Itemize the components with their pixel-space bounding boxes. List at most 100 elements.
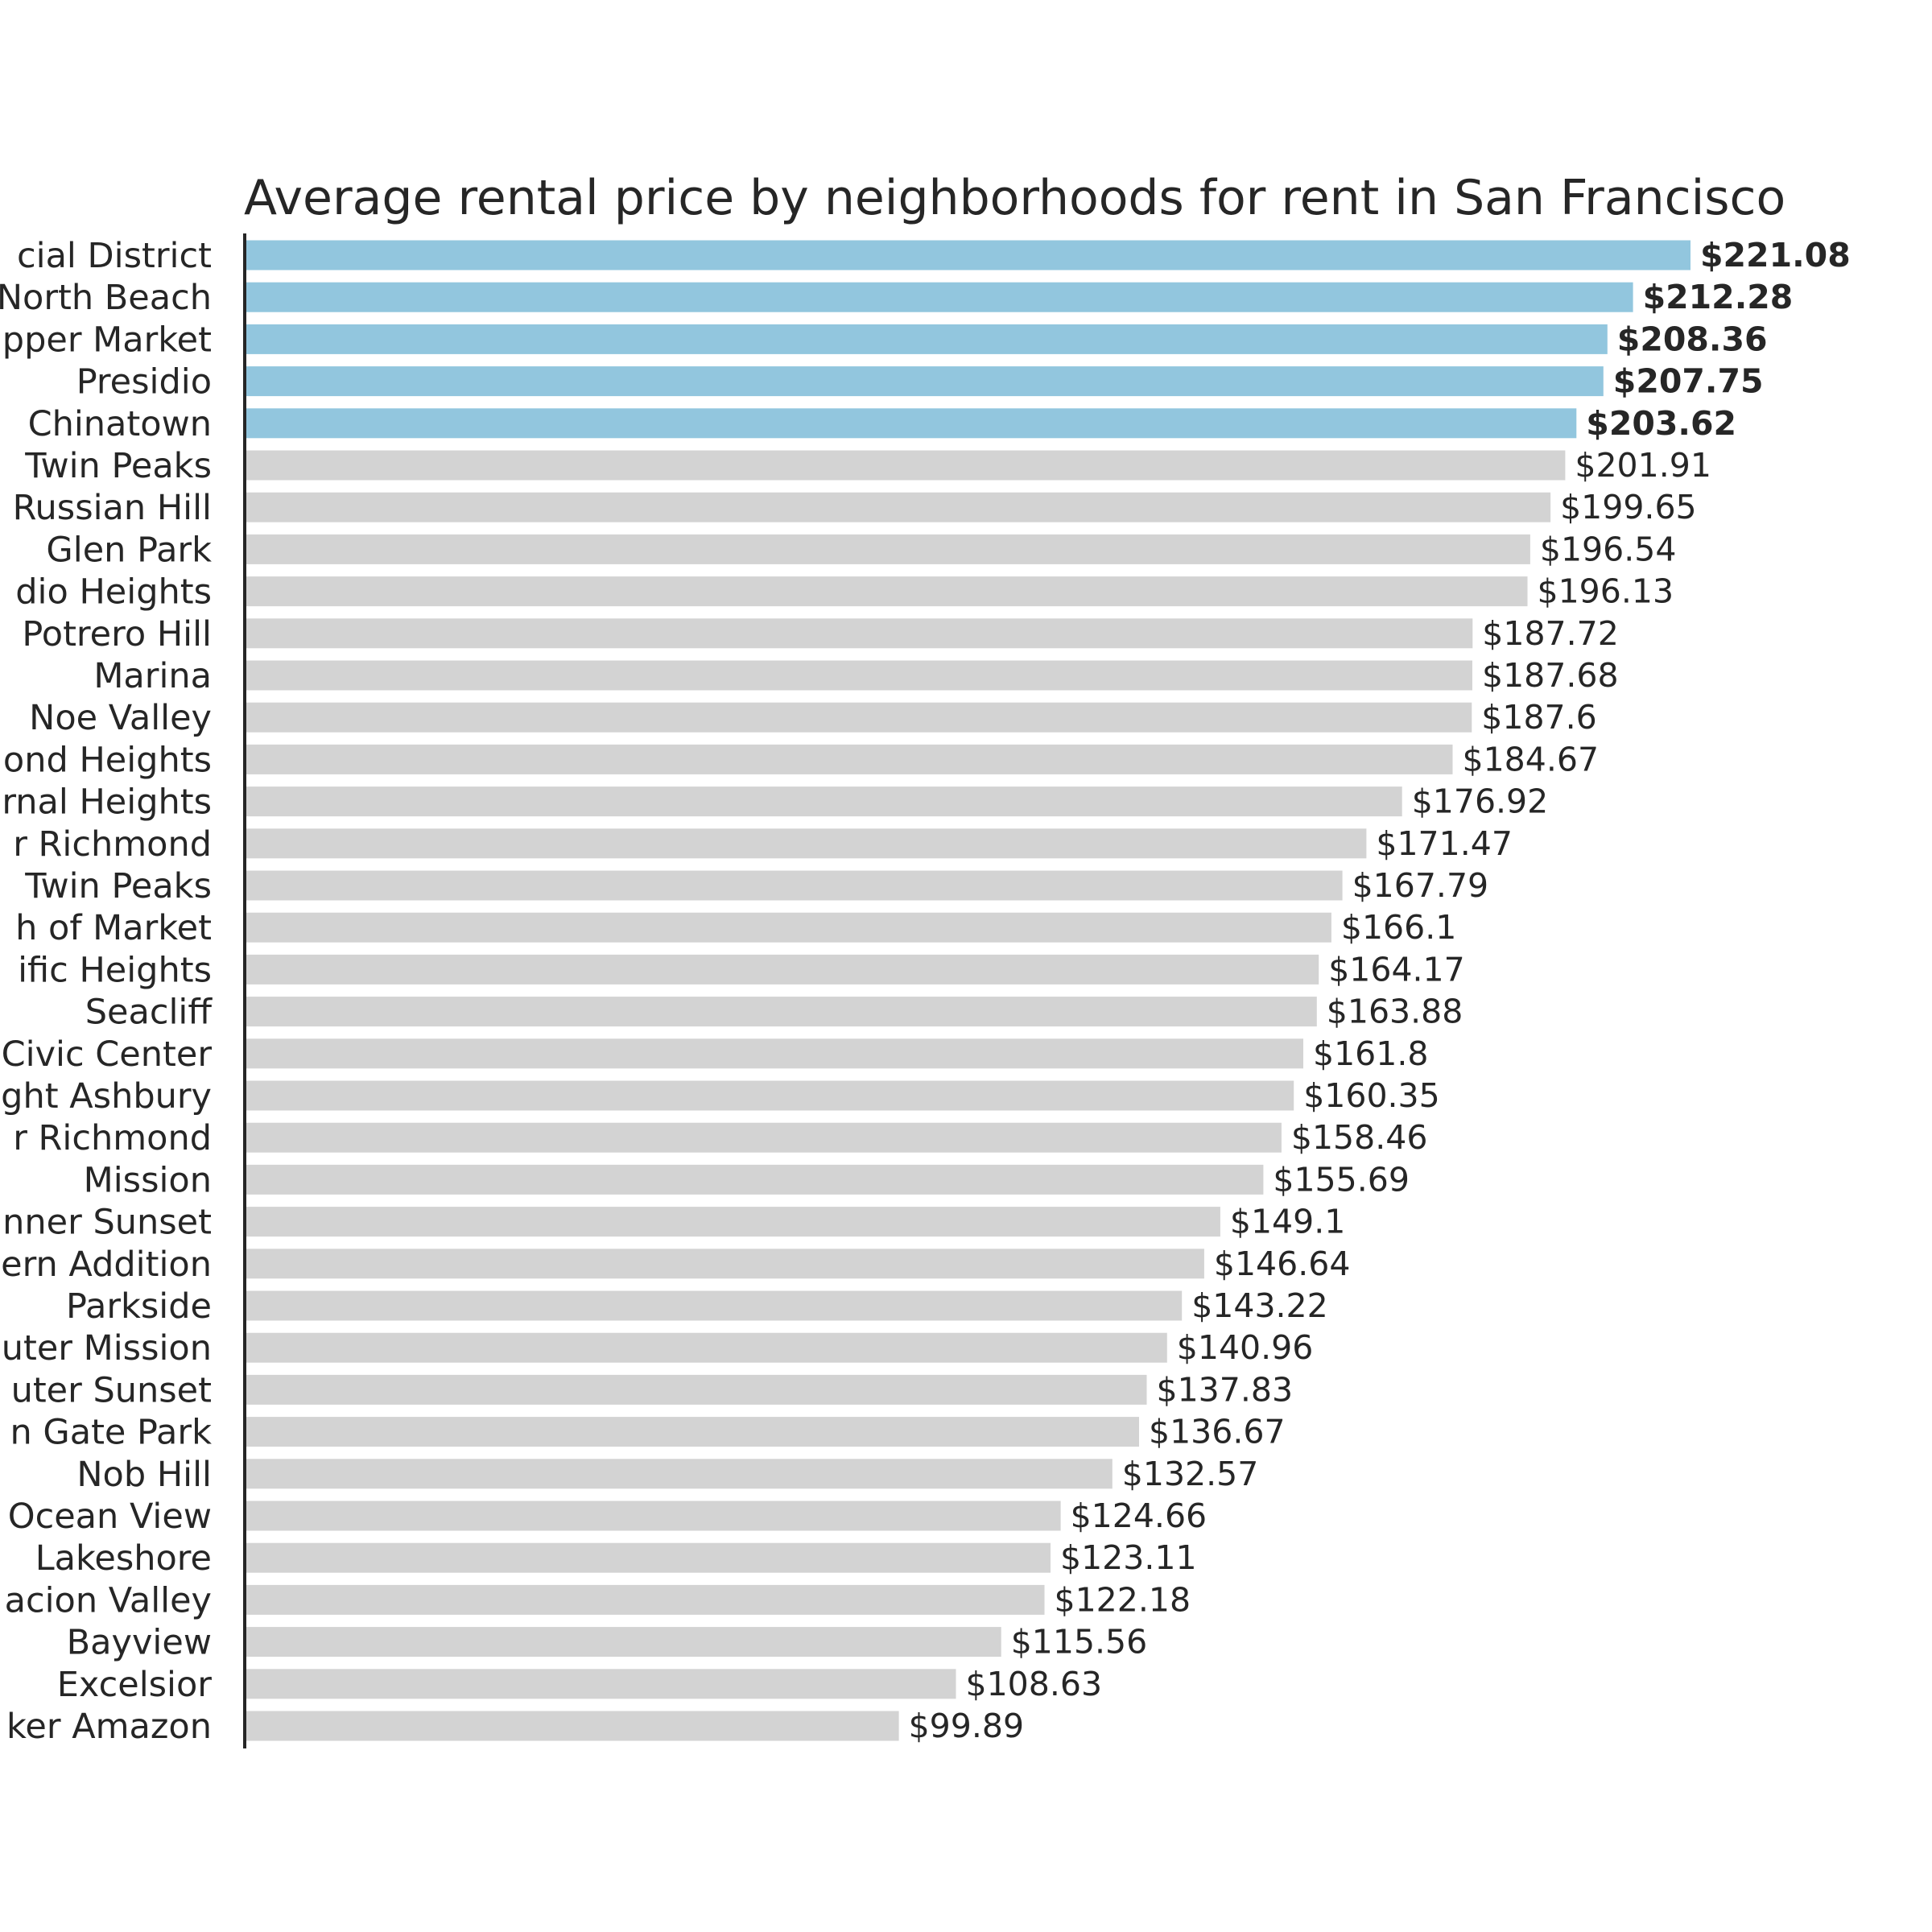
category-label: r Richmond <box>13 1118 212 1158</box>
category-label: dio Heights <box>15 572 212 613</box>
category-label: North Beach <box>0 278 212 318</box>
bar <box>246 1080 1294 1111</box>
category-label: Civic Center <box>2 1034 213 1075</box>
value-label: $212.28 <box>1643 278 1794 316</box>
value-label: $155.69 <box>1273 1160 1410 1199</box>
category-label: Excelsior <box>57 1665 213 1705</box>
category-label: ern Addition <box>1 1245 212 1285</box>
value-label: $184.67 <box>1463 740 1600 778</box>
value-label: $146.64 <box>1214 1245 1351 1283</box>
chart-title: Average rental price by neighborhoods fo… <box>244 170 1785 226</box>
category-label: Glen Park <box>46 530 212 570</box>
bar <box>246 1584 1045 1615</box>
bar <box>246 1501 1061 1531</box>
category-label: Ocean View <box>8 1496 212 1537</box>
category-label: Chinatown <box>28 404 212 444</box>
value-label: $149.1 <box>1230 1203 1345 1241</box>
category-label: uter Mission <box>2 1328 212 1368</box>
value-label: $132.57 <box>1122 1455 1259 1493</box>
bar <box>246 1542 1051 1573</box>
bar <box>246 1417 1139 1447</box>
bar <box>246 1122 1282 1153</box>
bar <box>246 408 1577 439</box>
category-label: Mission <box>84 1160 212 1200</box>
category-label: h of Market <box>15 908 212 948</box>
bar <box>246 660 1472 691</box>
bar <box>246 492 1551 522</box>
value-label: $167.79 <box>1352 866 1489 905</box>
category-label: Parkside <box>66 1286 212 1327</box>
bars-group <box>246 240 1690 1741</box>
bar <box>246 997 1317 1027</box>
category-label: Seacliff <box>85 993 213 1033</box>
value-label: $124.66 <box>1071 1496 1208 1535</box>
value-label: $158.46 <box>1291 1118 1428 1157</box>
category-label: Noe Valley <box>29 698 212 738</box>
category-label: Twin Peaks <box>24 866 212 906</box>
category-label: rnal Heights <box>2 782 212 823</box>
category-label: ific Heights <box>18 950 212 990</box>
category-label: Lakeshore <box>35 1538 212 1579</box>
value-label: $143.22 <box>1191 1286 1328 1325</box>
value-label: $108.63 <box>966 1665 1103 1703</box>
value-label: $161.8 <box>1313 1034 1428 1073</box>
bar <box>246 324 1608 354</box>
bar <box>246 618 1473 649</box>
value-label: $187.6 <box>1481 698 1596 737</box>
bar <box>246 702 1472 733</box>
category-label: Twin Peaks <box>24 446 212 486</box>
bar <box>246 912 1331 943</box>
value-label: $160.35 <box>1303 1076 1440 1115</box>
category-label: Potrero Hill <box>22 614 212 654</box>
value-label: $164.17 <box>1328 950 1465 989</box>
bar <box>246 870 1343 901</box>
category-label: uter Sunset <box>11 1370 212 1410</box>
value-label: $187.72 <box>1482 614 1619 653</box>
value-label: $221.08 <box>1700 236 1851 275</box>
category-label: Russian Hill <box>13 488 212 528</box>
value-label: $163.88 <box>1327 993 1463 1031</box>
value-label: $196.13 <box>1538 572 1674 611</box>
value-label: $199.65 <box>1560 488 1697 526</box>
value-label: $140.96 <box>1177 1328 1314 1367</box>
bar <box>246 1374 1147 1405</box>
value-label: $187.68 <box>1482 656 1619 695</box>
bar <box>246 1038 1303 1069</box>
bar <box>246 366 1604 397</box>
category-label: n Gate Park <box>10 1413 212 1453</box>
bar <box>246 576 1528 607</box>
category-label: Nob Hill <box>76 1455 212 1495</box>
category-label: ght Ashbury <box>1 1076 212 1117</box>
bar <box>246 282 1633 312</box>
bar <box>246 450 1566 481</box>
category-label: Presidio <box>76 362 212 402</box>
bar <box>246 240 1690 270</box>
value-label: $99.89 <box>909 1707 1024 1745</box>
value-label: $203.62 <box>1586 404 1736 443</box>
value-label: $196.54 <box>1540 530 1677 568</box>
bar <box>246 786 1402 817</box>
value-label: $207.75 <box>1613 362 1764 401</box>
value-labels-group: $221.08$212.28 $208.36 $207.75$203.62$201.… <box>909 236 1851 1745</box>
value-label: $136.67 <box>1149 1413 1286 1451</box>
category-label: Marina <box>93 656 212 696</box>
category-label: cial District <box>17 236 212 276</box>
value-label: $137.83 <box>1157 1370 1294 1409</box>
bar <box>246 1627 1001 1657</box>
bar <box>246 1164 1264 1195</box>
bar <box>246 1290 1183 1321</box>
value-label: $166.1 <box>1341 908 1456 947</box>
value-label: $176.92 <box>1412 782 1549 821</box>
bar <box>246 1332 1167 1363</box>
bar <box>246 744 1453 774</box>
value-label: $171.47 <box>1376 824 1513 863</box>
bar <box>246 1207 1220 1237</box>
category-label: acion Valley <box>5 1580 212 1620</box>
value-label: $123.11 <box>1060 1538 1197 1577</box>
category-label: ond Heights <box>3 740 212 780</box>
value-label: $115.56 <box>1011 1623 1148 1662</box>
category-label: Bayview <box>67 1623 212 1663</box>
bar <box>246 828 1367 859</box>
